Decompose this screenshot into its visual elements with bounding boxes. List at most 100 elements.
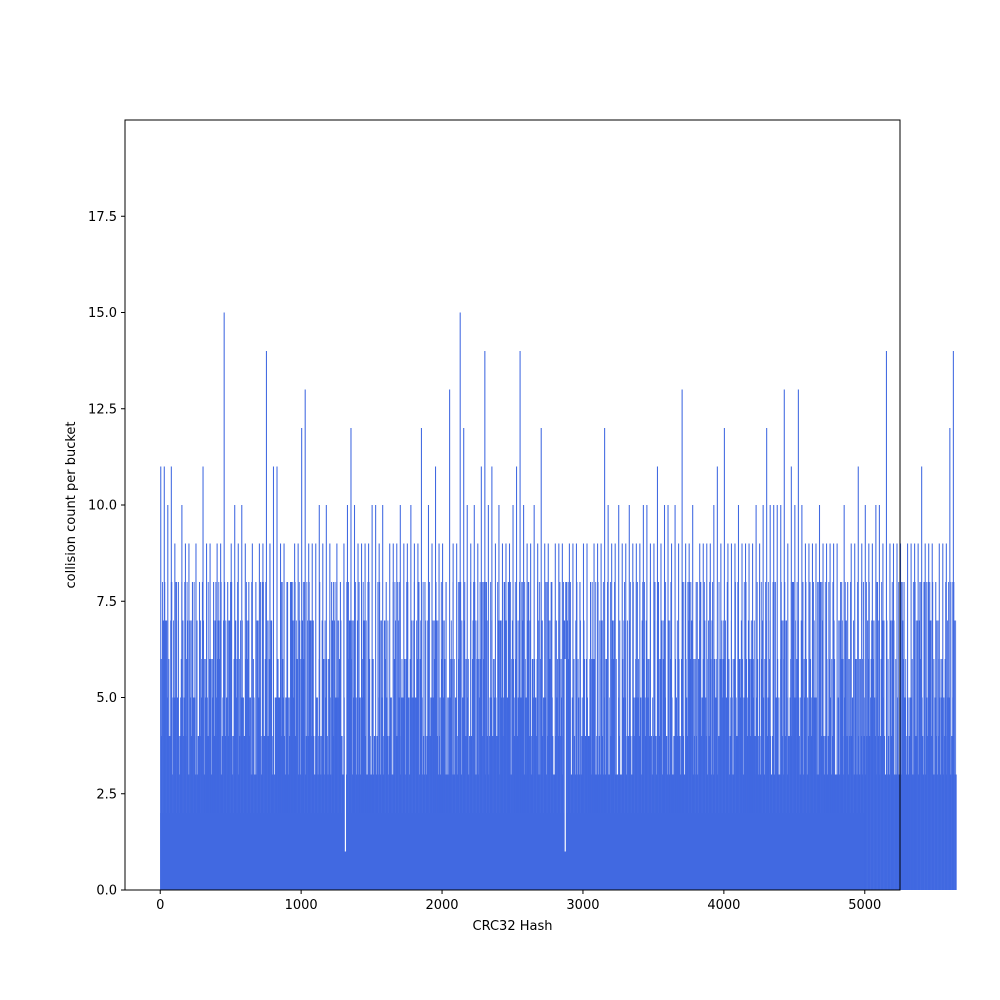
bar <box>356 620 358 890</box>
bar <box>828 582 830 890</box>
bar <box>952 697 954 890</box>
bar <box>251 582 253 890</box>
bar <box>334 620 335 890</box>
bar <box>902 620 904 890</box>
bar <box>932 774 934 890</box>
bar <box>686 697 688 890</box>
bar <box>636 582 638 890</box>
bar <box>431 543 433 890</box>
bar <box>889 543 891 890</box>
bar <box>362 582 364 890</box>
bar-dip <box>564 659 566 852</box>
y-tick-label: 17.5 <box>88 210 117 225</box>
bar <box>203 620 204 890</box>
bar <box>893 620 895 890</box>
bar <box>479 582 481 890</box>
bar <box>312 620 314 890</box>
bar <box>245 582 247 890</box>
bar <box>685 582 686 890</box>
x-axis-label: CRC32 Hash <box>473 919 553 934</box>
bar <box>821 620 823 890</box>
bar <box>196 620 198 890</box>
bar <box>237 582 239 890</box>
bar <box>192 697 194 890</box>
bar <box>433 620 435 890</box>
bar <box>592 659 594 890</box>
bar <box>346 620 348 890</box>
bar <box>727 659 729 890</box>
bar <box>229 620 231 890</box>
bar <box>945 543 947 890</box>
bar <box>905 659 907 890</box>
bar <box>517 697 519 890</box>
bar <box>259 697 261 890</box>
bar <box>286 582 288 890</box>
bar <box>881 620 883 890</box>
bar <box>660 697 662 890</box>
bar <box>773 582 775 890</box>
bar <box>241 620 243 890</box>
bar <box>336 582 338 890</box>
bar <box>364 697 366 890</box>
bar <box>845 620 847 890</box>
bar <box>507 697 509 890</box>
bar <box>247 659 249 890</box>
bar <box>208 659 210 890</box>
bar <box>533 697 534 890</box>
bar <box>336 620 338 890</box>
bar <box>875 774 877 890</box>
bar <box>537 582 539 890</box>
bar <box>398 697 400 890</box>
bar <box>409 659 411 890</box>
x-tick-label: 5000 <box>848 898 881 913</box>
bar <box>720 620 722 890</box>
bar <box>832 582 834 890</box>
bar <box>180 697 182 890</box>
bar <box>756 582 758 890</box>
bar <box>887 659 889 890</box>
bar <box>521 582 523 890</box>
bar-series <box>160 312 957 890</box>
bar <box>230 659 232 890</box>
bar <box>194 697 196 890</box>
bar <box>890 620 891 890</box>
bar <box>276 620 278 890</box>
bar <box>927 736 928 890</box>
bar <box>668 620 669 890</box>
bar <box>551 697 553 890</box>
bar <box>634 697 636 890</box>
bar <box>653 582 655 890</box>
x-tick-label: 0 <box>156 898 164 913</box>
bar <box>642 582 644 890</box>
bar <box>636 697 638 890</box>
bar <box>385 659 386 890</box>
bar <box>487 505 489 890</box>
bar <box>599 620 601 890</box>
bar <box>690 620 692 890</box>
bar <box>700 582 702 890</box>
bar <box>737 582 739 890</box>
bar <box>783 389 785 890</box>
bar <box>864 659 866 890</box>
bar <box>828 659 830 890</box>
bar <box>844 582 846 890</box>
bar <box>629 620 631 890</box>
bar <box>213 620 215 890</box>
bar <box>161 582 163 890</box>
bar <box>579 697 581 890</box>
bar <box>355 697 357 890</box>
bar <box>851 697 853 890</box>
bar <box>498 505 500 890</box>
bar <box>644 697 646 890</box>
bar <box>713 659 715 890</box>
bar <box>184 582 186 890</box>
bar <box>329 697 331 890</box>
bar <box>436 620 438 890</box>
bar <box>800 620 802 890</box>
bar <box>338 659 340 890</box>
bar <box>349 620 351 890</box>
bar <box>689 659 691 890</box>
bar <box>764 659 766 890</box>
bar <box>741 659 743 890</box>
bar <box>456 543 458 890</box>
